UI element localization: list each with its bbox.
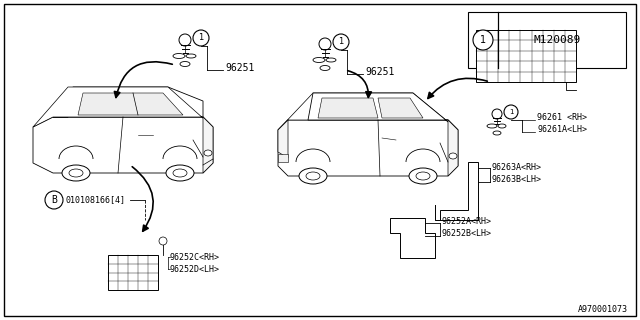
Text: 96261A<LH>: 96261A<LH> — [537, 125, 587, 134]
Text: 96251: 96251 — [365, 67, 394, 77]
Ellipse shape — [326, 58, 336, 62]
Polygon shape — [308, 93, 458, 130]
Circle shape — [492, 109, 502, 119]
Polygon shape — [448, 120, 458, 176]
Ellipse shape — [320, 66, 330, 70]
Bar — [468, 12, 626, 68]
Polygon shape — [53, 87, 203, 117]
Text: 96252A<RH>: 96252A<RH> — [442, 217, 492, 226]
Text: 1: 1 — [198, 34, 204, 43]
Text: 96263B<LH>: 96263B<LH> — [492, 175, 542, 185]
Text: 96252B<LH>: 96252B<LH> — [442, 229, 492, 238]
Ellipse shape — [69, 169, 83, 177]
Circle shape — [504, 105, 518, 119]
Bar — [278, 154, 288, 162]
Text: 1: 1 — [339, 37, 344, 46]
Ellipse shape — [409, 168, 437, 184]
Ellipse shape — [166, 165, 194, 181]
Ellipse shape — [180, 61, 190, 67]
Bar — [108, 255, 158, 290]
Circle shape — [45, 191, 63, 209]
Ellipse shape — [416, 172, 430, 180]
Ellipse shape — [186, 54, 196, 58]
Text: 96252D<LH>: 96252D<LH> — [170, 265, 220, 274]
Text: 1: 1 — [480, 35, 486, 45]
Ellipse shape — [498, 124, 506, 128]
Text: 010108166[4]: 010108166[4] — [65, 196, 125, 204]
Circle shape — [319, 38, 331, 50]
Polygon shape — [440, 162, 478, 220]
Polygon shape — [318, 98, 378, 118]
Polygon shape — [78, 93, 183, 115]
Polygon shape — [278, 120, 458, 176]
Text: 96261 <RH>: 96261 <RH> — [537, 114, 587, 123]
Ellipse shape — [62, 165, 90, 181]
Text: M120089: M120089 — [533, 35, 580, 45]
Polygon shape — [278, 120, 288, 158]
Circle shape — [473, 30, 493, 50]
Polygon shape — [378, 98, 423, 118]
Circle shape — [333, 34, 349, 50]
Polygon shape — [203, 117, 213, 173]
Ellipse shape — [299, 168, 327, 184]
Circle shape — [179, 34, 191, 46]
Ellipse shape — [173, 53, 185, 59]
Polygon shape — [33, 117, 213, 173]
Ellipse shape — [306, 172, 320, 180]
Circle shape — [159, 237, 167, 245]
Text: 96252C<RH>: 96252C<RH> — [170, 252, 220, 261]
Ellipse shape — [493, 131, 501, 135]
Ellipse shape — [173, 169, 187, 177]
Polygon shape — [390, 218, 435, 258]
Circle shape — [193, 30, 209, 46]
Ellipse shape — [204, 150, 212, 156]
Ellipse shape — [449, 153, 457, 159]
Text: A970001073: A970001073 — [578, 305, 628, 314]
Bar — [476, 30, 576, 82]
Text: 96263A<RH>: 96263A<RH> — [492, 163, 542, 172]
Text: B: B — [51, 195, 57, 205]
Text: 1: 1 — [509, 109, 513, 115]
Ellipse shape — [313, 58, 325, 62]
Ellipse shape — [487, 124, 497, 128]
Text: 96251: 96251 — [225, 63, 254, 73]
Polygon shape — [278, 93, 458, 130]
Polygon shape — [33, 87, 213, 127]
